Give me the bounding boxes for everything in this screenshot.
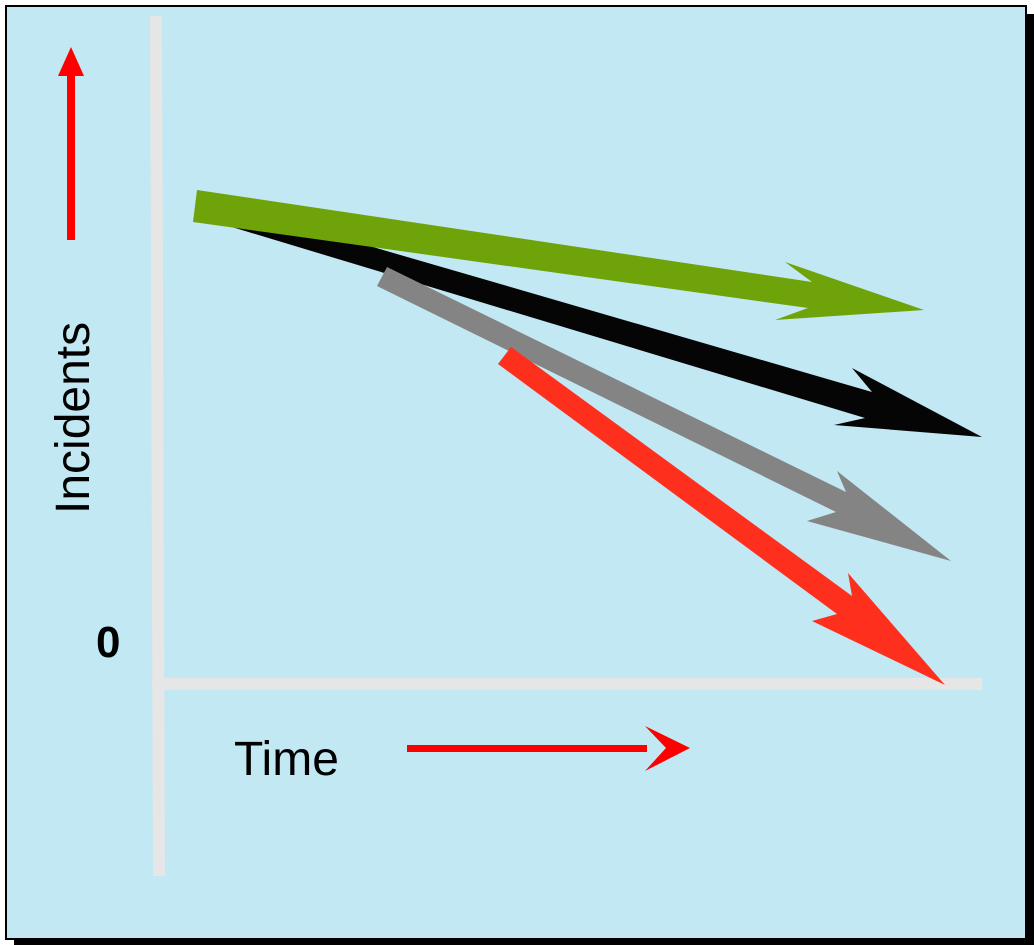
diagram-panel — [5, 5, 1027, 940]
trend-arrows — [193, 190, 982, 685]
y-axis-direction-arrow — [58, 47, 84, 240]
y-axis-label: Incidents — [47, 322, 100, 514]
x-axis-label: Time — [234, 733, 339, 786]
origin-label: 0 — [96, 618, 120, 667]
red-trend-arrow — [498, 347, 945, 685]
gray-trend-arrow — [377, 267, 951, 561]
green-trend-arrow — [193, 190, 924, 320]
black-trend-arrow — [211, 200, 982, 437]
y-axis-line — [150, 15, 165, 877]
x-axis-direction-arrow — [407, 726, 690, 771]
